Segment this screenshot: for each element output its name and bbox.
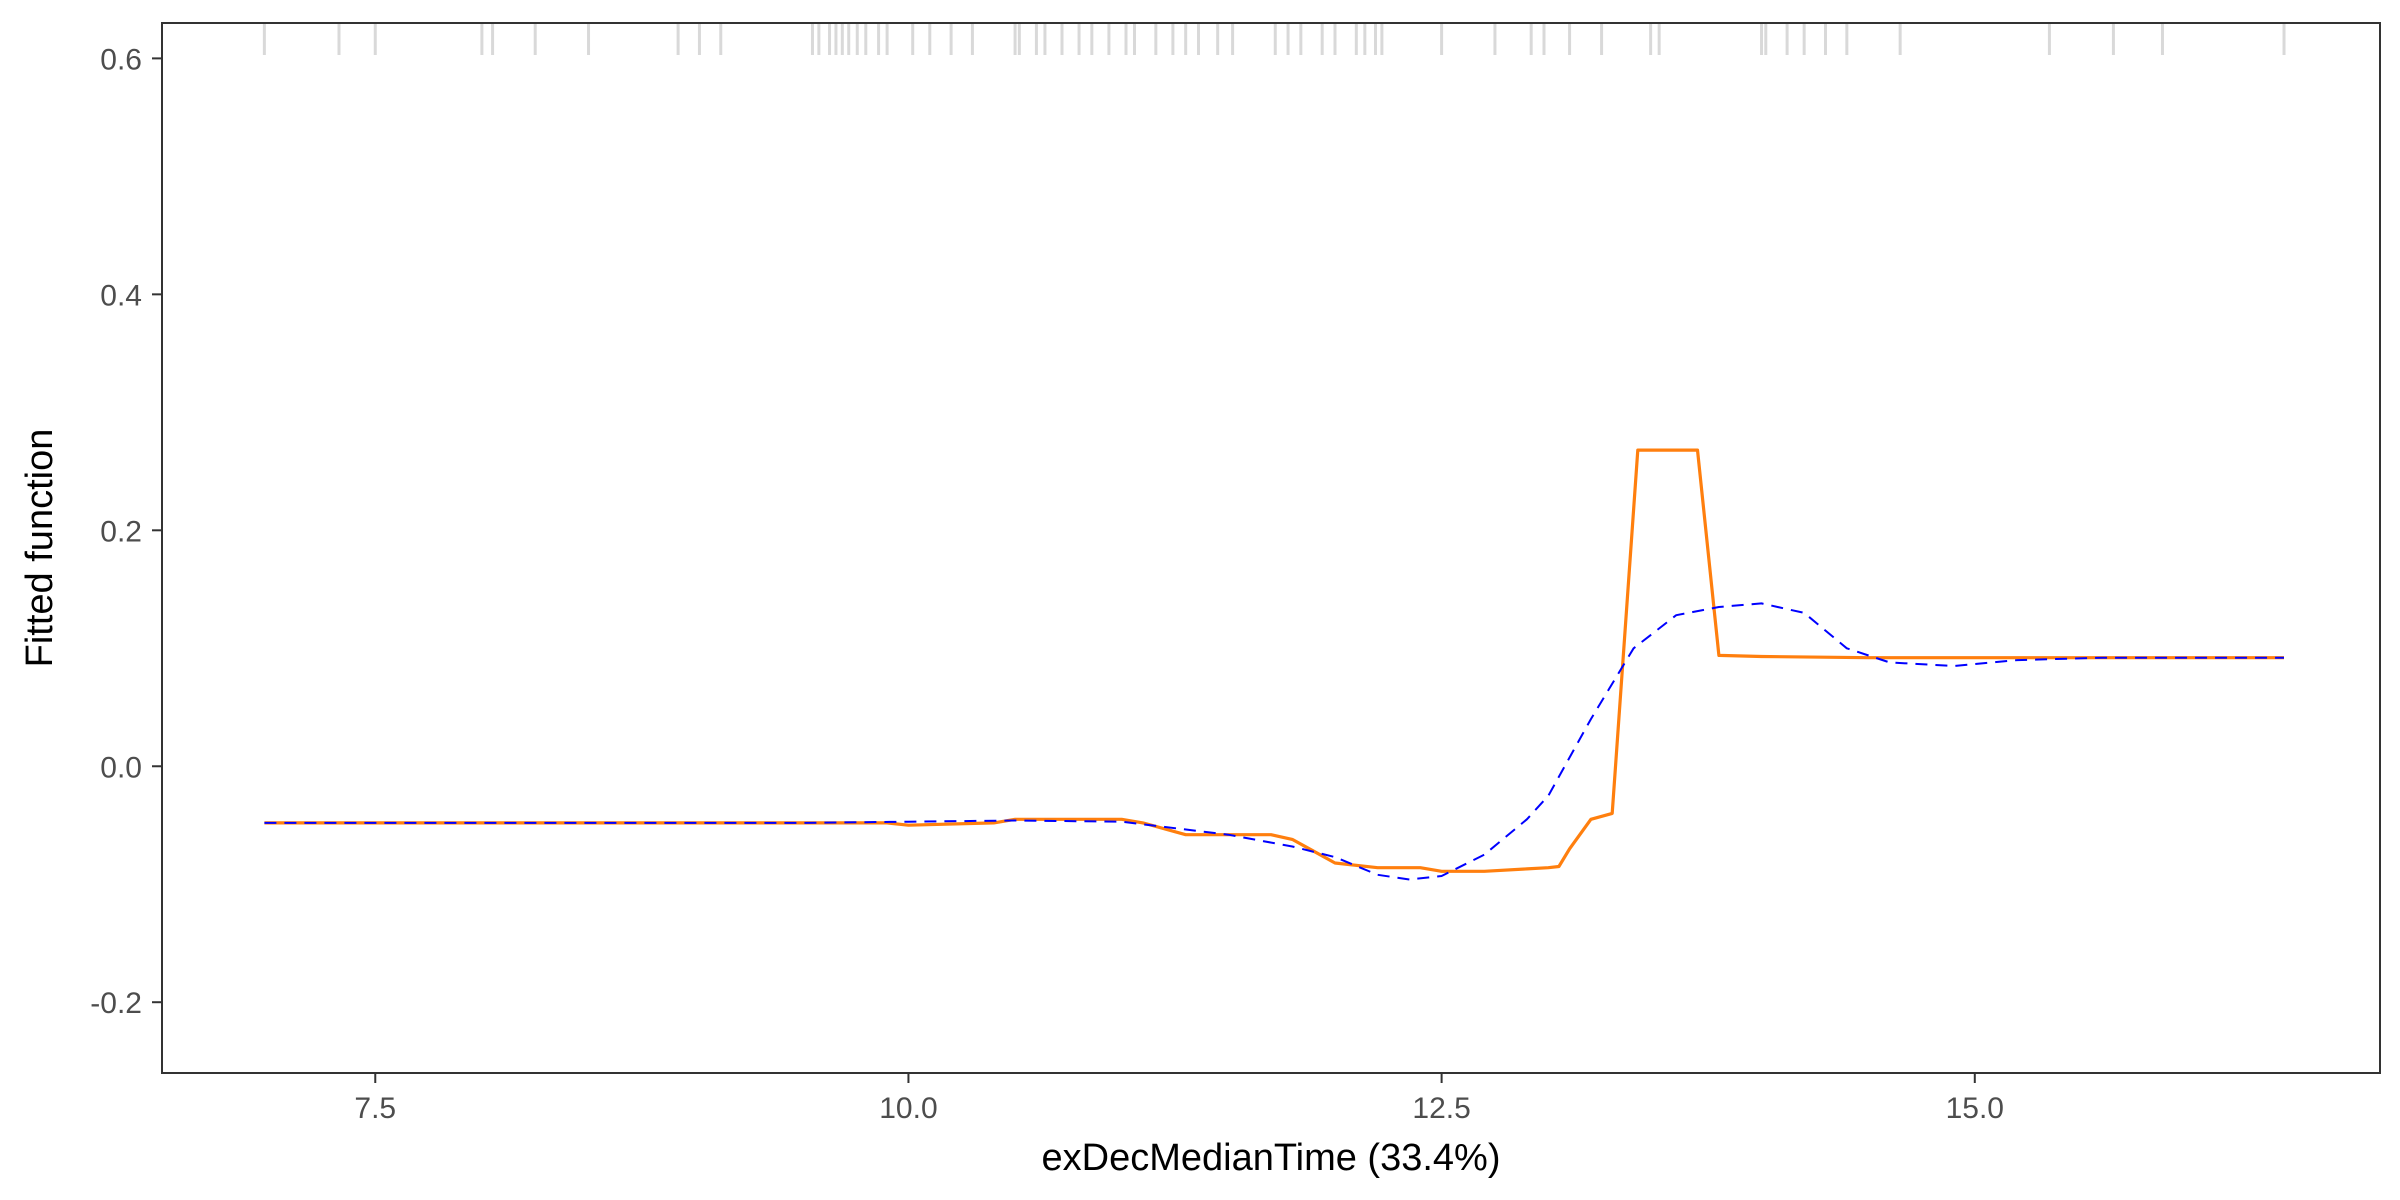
x-tick-label: 12.5 bbox=[1412, 1092, 1470, 1125]
y-tick-label: 0.2 bbox=[100, 515, 142, 548]
series-line-1 bbox=[264, 448, 2284, 873]
y-axis-title: Fitted function bbox=[19, 429, 61, 668]
y-tick-label: -0.2 bbox=[90, 987, 142, 1020]
x-tick-label: 7.5 bbox=[354, 1092, 396, 1125]
x-tick-label: 15.0 bbox=[1946, 1092, 2004, 1125]
x-tick-label: 10.0 bbox=[879, 1092, 937, 1125]
y-tick-label: 0.4 bbox=[100, 279, 142, 312]
y-axis: -0.2 0.0 0.2 0.4 0.6 bbox=[90, 43, 162, 1020]
y-tick-label: 0.0 bbox=[100, 751, 142, 784]
plot-panel-border bbox=[161, 22, 2381, 1074]
series-line-2 bbox=[264, 602, 2284, 881]
rug-marks bbox=[262, 24, 2286, 55]
x-axis: 7.5 10.0 12.5 15.0 bbox=[354, 1073, 2004, 1125]
y-tick-label: 0.6 bbox=[100, 43, 142, 76]
x-axis-title: exDecMedianTime (33.4%) bbox=[1042, 1137, 1501, 1179]
series-lines bbox=[264, 448, 2284, 881]
